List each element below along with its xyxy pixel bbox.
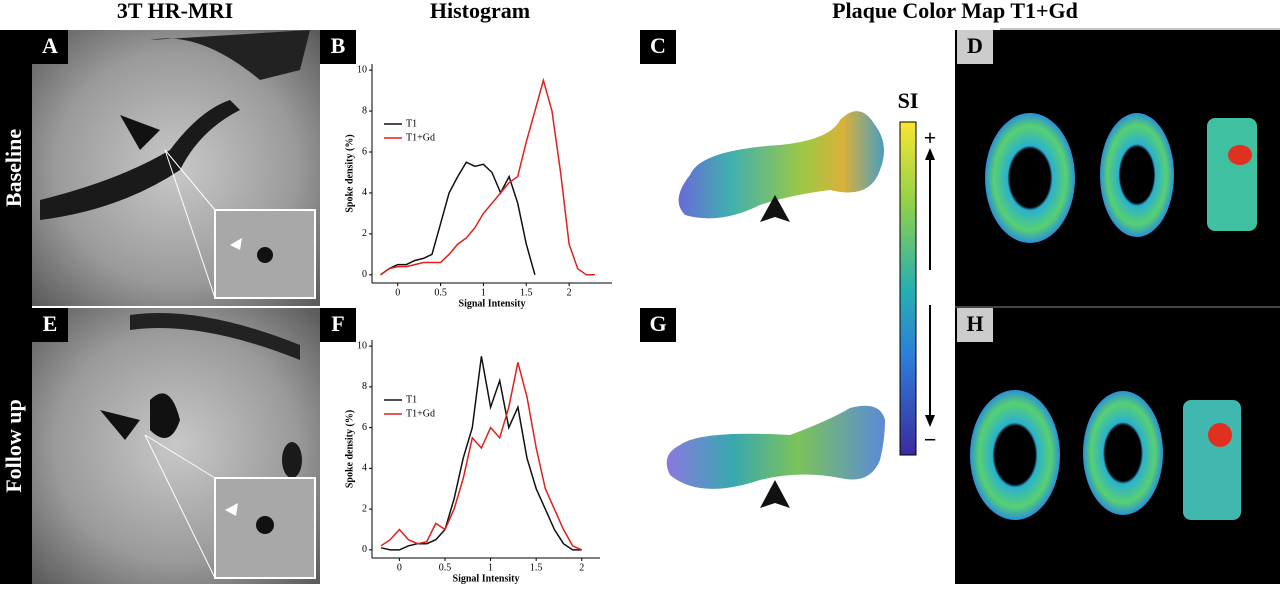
column-header: 3T HR-MRI: [117, 0, 233, 23]
panel-letter: A: [42, 33, 58, 58]
y-tick-label: 2: [362, 503, 367, 514]
panel-letter: F: [331, 311, 344, 336]
panel-letter: C: [650, 33, 666, 58]
y-tick-label: 10: [357, 64, 367, 75]
series-line: [380, 77, 595, 276]
rings-followup: [970, 390, 1241, 520]
panel-letter-box: [640, 308, 676, 342]
column-header: Plaque Color Map T1+Gd: [832, 0, 1078, 23]
legend-label: T1+Gd: [406, 408, 435, 419]
panel-letter-box: [320, 308, 356, 342]
x-tick-label: 1: [481, 287, 486, 298]
y-tick-label: 2: [362, 228, 367, 239]
panel-letter-box: [957, 30, 993, 64]
column-header: Histogram: [430, 0, 530, 23]
panel-letter-box: [957, 308, 993, 342]
y-tick-label: 0: [362, 544, 367, 555]
y-axis-label: Spoke density (%): [344, 134, 355, 212]
colorbar: [899, 121, 935, 456]
panel-letter: B: [331, 33, 346, 58]
x-tick-label: 2: [567, 287, 572, 298]
x-tick-label: 0: [395, 287, 400, 298]
panel-letter-box: [640, 30, 676, 64]
x-tick-label: 0.5: [439, 562, 452, 573]
panel-letter: H: [966, 311, 983, 336]
y-tick-label: 8: [362, 381, 367, 392]
y-tick-label: 4: [362, 463, 367, 474]
mri-baseline: [32, 30, 320, 306]
y-tick-label: 6: [362, 146, 367, 157]
y-tick-label: 4: [362, 187, 367, 198]
y-tick-label: 0: [362, 269, 367, 280]
legend-label: T1: [406, 394, 417, 405]
series-line: [380, 356, 582, 551]
y-tick-label: 8: [362, 105, 367, 116]
x-tick-label: 0: [397, 562, 402, 573]
row-label: Baseline: [1, 129, 26, 207]
colorbar-high: +: [924, 125, 937, 150]
x-tick-label: 1.5: [520, 287, 533, 298]
x-tick-label: 1: [488, 562, 493, 573]
color-map-followup: [666, 405, 885, 508]
row-label: Follow up: [1, 399, 26, 493]
color-map-baseline: [678, 111, 884, 222]
x-tick-label: 0.5: [434, 287, 447, 298]
x-tick-label: 2: [579, 562, 584, 573]
panel-letter: D: [967, 33, 983, 58]
colorbar-low: −: [924, 427, 937, 452]
mri-followup: [32, 308, 320, 584]
panel-letter-box: [32, 30, 68, 64]
x-axis-label: Signal Intensity: [453, 573, 520, 584]
panel-letter-box: [32, 308, 68, 342]
x-tick-label: 1.5: [530, 562, 543, 573]
colorbar-label: SI: [898, 88, 919, 113]
y-axis-label: Spoke density (%): [344, 410, 355, 488]
legend-label: T1+Gd: [406, 132, 435, 143]
y-tick-label: 10: [357, 340, 367, 351]
legend-label: T1: [406, 118, 417, 129]
x-axis-label: Signal Intensity: [459, 298, 526, 309]
series-line: [380, 362, 583, 551]
panel-letter-box: [320, 30, 356, 64]
panel-letter: G: [649, 311, 666, 336]
panel-letter: E: [43, 311, 58, 336]
y-tick-label: 6: [362, 422, 367, 433]
row-label-strip: [0, 30, 32, 584]
series-line: [380, 161, 536, 276]
rings-baseline: [985, 113, 1257, 243]
